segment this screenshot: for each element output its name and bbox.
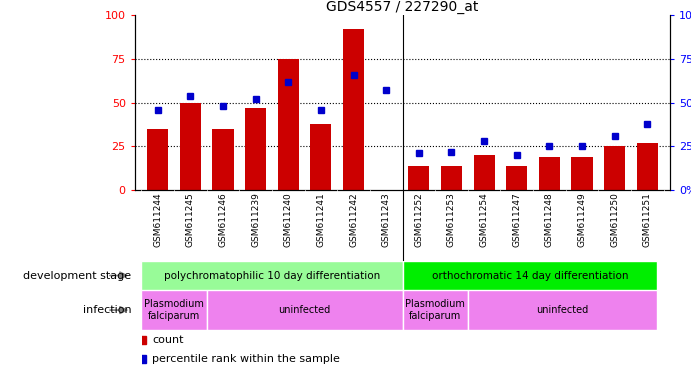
Text: GSM611247: GSM611247 [512,192,521,247]
Bar [141,290,207,330]
Text: percentile rank within the sample: percentile rank within the sample [152,354,340,364]
Bar [441,166,462,190]
Bar [310,124,332,190]
Text: GSM611243: GSM611243 [381,192,390,247]
Bar [604,146,625,190]
Text: orthochromatic 14 day differentiation: orthochromatic 14 day differentiation [432,270,628,281]
Text: GSM611239: GSM611239 [251,192,260,247]
Bar [539,157,560,190]
Text: GSM611250: GSM611250 [610,192,619,247]
Bar [408,166,429,190]
Text: count: count [152,335,184,345]
Bar [468,290,657,330]
Text: Plasmodium
falciparum: Plasmodium falciparum [405,299,465,321]
Bar [402,290,468,330]
Text: GSM611248: GSM611248 [545,192,554,247]
Text: GSM611245: GSM611245 [186,192,195,247]
Text: uninfected: uninfected [536,305,589,315]
Text: Plasmodium
falciparum: Plasmodium falciparum [144,299,204,321]
Text: uninfected: uninfected [278,305,331,315]
Bar [212,129,234,190]
Bar [507,166,527,190]
Bar [473,155,495,190]
Text: GSM611241: GSM611241 [316,192,325,247]
Text: GSM611251: GSM611251 [643,192,652,247]
Bar [637,143,658,190]
Text: GSM611254: GSM611254 [480,192,489,247]
Bar [147,129,168,190]
Bar [207,290,402,330]
Text: GSM611242: GSM611242 [349,192,358,247]
Text: GSM611249: GSM611249 [578,192,587,247]
Text: GSM611252: GSM611252 [415,192,424,247]
Text: GSM611246: GSM611246 [218,192,227,247]
Text: polychromatophilic 10 day differentiation: polychromatophilic 10 day differentiatio… [164,270,380,281]
Text: development stage: development stage [23,270,131,281]
Text: GSM611240: GSM611240 [284,192,293,247]
Bar [343,29,364,190]
Bar [571,157,593,190]
Bar [278,59,299,190]
Title: GDS4557 / 227290_at: GDS4557 / 227290_at [326,0,479,14]
Text: infection: infection [83,305,131,315]
Text: GSM611253: GSM611253 [447,192,456,247]
Bar [141,261,402,290]
Text: GSM611244: GSM611244 [153,192,162,247]
Bar [402,261,657,290]
Bar [180,103,201,190]
Bar [245,108,266,190]
